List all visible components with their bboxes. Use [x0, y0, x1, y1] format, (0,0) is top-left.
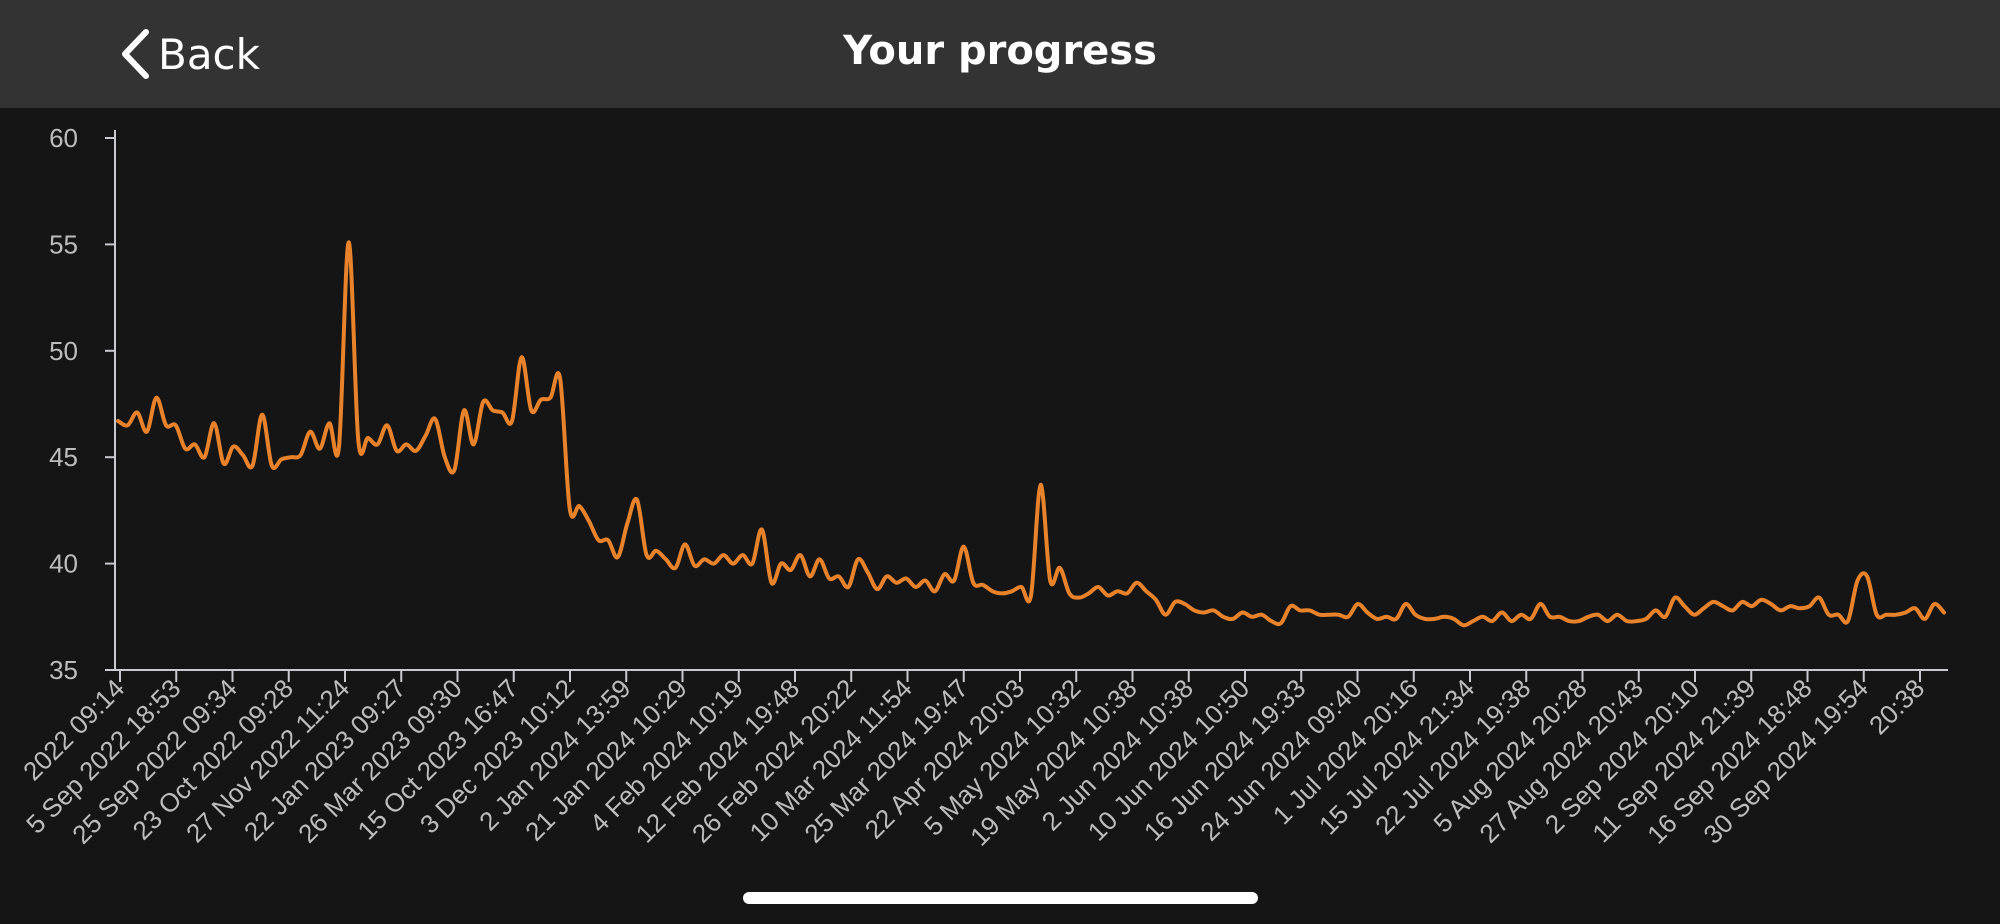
y-tick-label: 35 [49, 655, 78, 685]
y-tick-label: 50 [49, 336, 78, 366]
progress-chart: 35 40 45 50 55 60 2022 09:14 5 Sep 2022 18:53 25… [0, 108, 2000, 898]
series-line [116, 240, 1946, 628]
y-tick-label: 45 [49, 442, 78, 472]
top-navigation-bar: Back Your progress [0, 0, 2000, 108]
home-indicator[interactable] [743, 892, 1258, 904]
back-button[interactable]: Back [118, 22, 260, 86]
page-title: Your progress [843, 28, 1157, 74]
x-tick-label: 20:38 [1863, 673, 1930, 740]
y-tick-label: 60 [49, 123, 78, 153]
y-tick-label: 55 [49, 229, 78, 259]
y-tick-label: 40 [49, 549, 78, 579]
back-label: Back [158, 29, 260, 79]
chevron-left-icon [122, 29, 149, 79]
